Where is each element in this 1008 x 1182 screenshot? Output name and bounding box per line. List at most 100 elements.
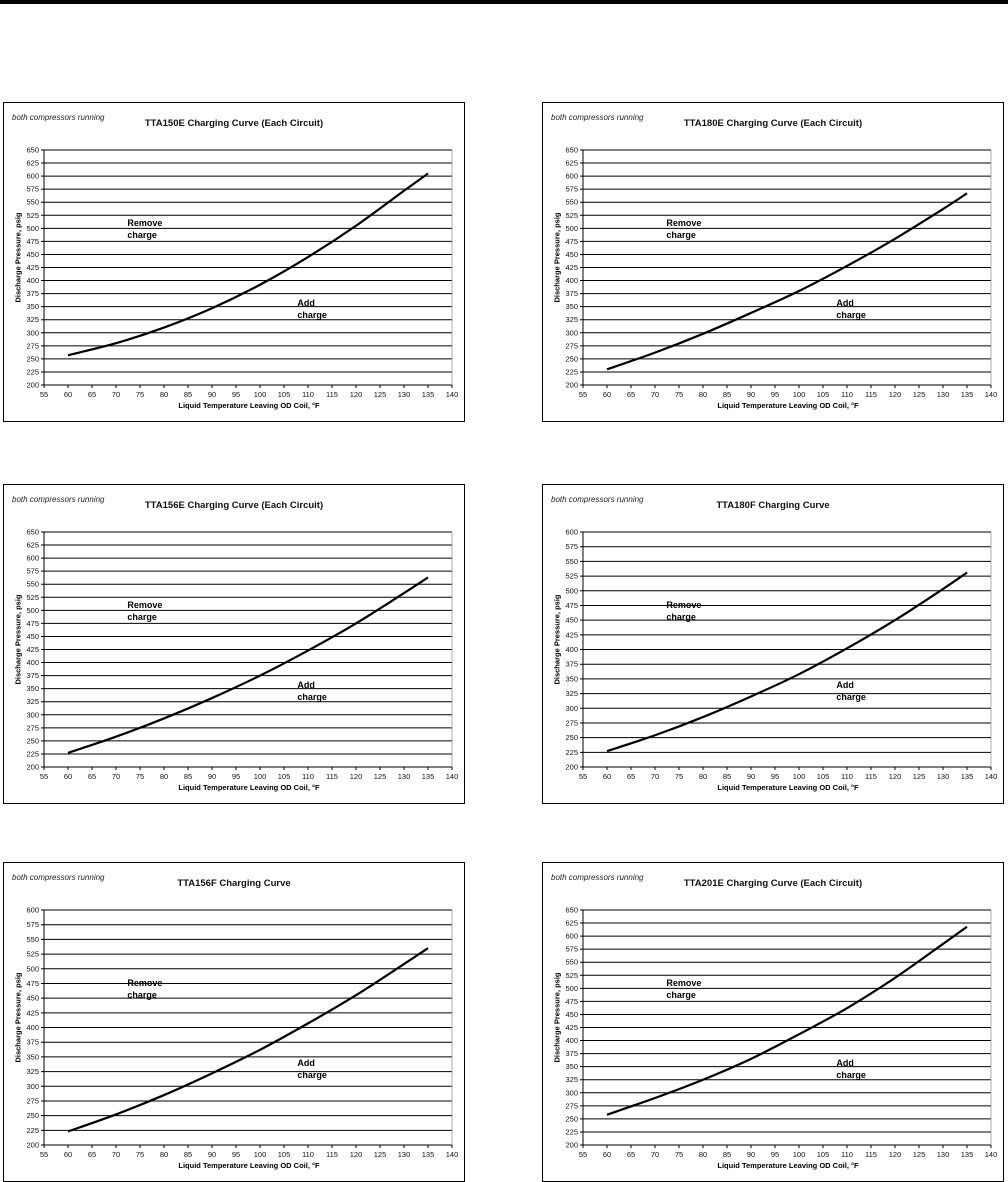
charging-curve bbox=[67, 172, 429, 357]
x-tick-label: 90 bbox=[747, 772, 755, 781]
x-tick-label: 80 bbox=[699, 390, 707, 399]
charging-curve bbox=[606, 571, 968, 753]
x-tick-label: 90 bbox=[208, 772, 216, 781]
x-tick-label: 110 bbox=[841, 1150, 853, 1159]
charging-curve bbox=[606, 192, 968, 371]
x-tick-label: 140 bbox=[446, 390, 459, 399]
y-tick-label: 625 bbox=[26, 159, 39, 168]
y-tick-label: 525 bbox=[565, 971, 578, 980]
x-tick-label: 115 bbox=[326, 1150, 338, 1159]
x-tick-label: 110 bbox=[302, 390, 314, 399]
annotation-line: charge bbox=[297, 692, 327, 702]
x-tick-label: 125 bbox=[913, 390, 926, 399]
plot-area: 200 225 250 275 300 325 350 375 400 425 450 475 500 5… bbox=[565, 146, 998, 400]
y-tick-label: 325 bbox=[26, 697, 39, 706]
x-tick-label: 95 bbox=[232, 1150, 240, 1159]
y-tick-label: 600 bbox=[565, 528, 578, 537]
y-tick-label: 275 bbox=[565, 341, 578, 350]
y-tick-label: 625 bbox=[26, 541, 39, 550]
y-tick-label: 400 bbox=[565, 1036, 578, 1045]
x-tick-label: 140 bbox=[985, 390, 998, 399]
x-tick-label: 55 bbox=[579, 772, 587, 781]
x-tick-label: 60 bbox=[603, 1150, 611, 1159]
x-tick-label: 85 bbox=[723, 772, 731, 781]
x-tick-label: 100 bbox=[254, 1150, 267, 1159]
x-axis-label: Liquid Temperature Leaving OD Coil, °F bbox=[178, 1161, 320, 1170]
x-tick-label: 90 bbox=[747, 390, 755, 399]
y-tick-label: 425 bbox=[565, 1023, 578, 1032]
chart-tta180e: both compressors running TTA180E Charging… bbox=[542, 102, 1004, 422]
x-tick-label: 100 bbox=[793, 772, 806, 781]
x-tick-label: 80 bbox=[699, 772, 707, 781]
x-axis-label: Liquid Temperature Leaving OD Coil, °F bbox=[717, 401, 859, 410]
y-tick-label: 450 bbox=[26, 250, 39, 259]
y-tick-label: 350 bbox=[26, 302, 39, 311]
chart-tta180f: both compressors running TTA180F Charging… bbox=[542, 484, 1004, 804]
y-tick-label: 575 bbox=[565, 185, 578, 194]
y-tick-label: 350 bbox=[26, 1052, 39, 1061]
x-tick-label: 65 bbox=[627, 772, 635, 781]
annotation-line: Add bbox=[297, 298, 315, 308]
y-tick-label: 200 bbox=[565, 381, 578, 390]
x-tick-label: 90 bbox=[747, 1150, 755, 1159]
y-tick-label: 475 bbox=[26, 237, 39, 246]
x-axis-label: Liquid Temperature Leaving OD Coil, °F bbox=[178, 783, 320, 792]
y-tick-label: 300 bbox=[26, 1082, 39, 1091]
x-tick-label: 115 bbox=[865, 390, 877, 399]
x-tick-label: 75 bbox=[136, 390, 144, 399]
y-tick-label: 600 bbox=[26, 554, 39, 563]
x-tick-label: 115 bbox=[865, 772, 877, 781]
y-tick-label: 300 bbox=[565, 328, 578, 337]
x-tick-label: 100 bbox=[254, 390, 267, 399]
y-tick-label: 475 bbox=[565, 997, 578, 1006]
x-tick-label: 60 bbox=[64, 390, 72, 399]
annotation-line: charge bbox=[836, 1070, 866, 1080]
annotation-line: Remove bbox=[666, 218, 702, 228]
x-tick-label: 65 bbox=[627, 1150, 635, 1159]
x-tick-label: 70 bbox=[651, 1150, 659, 1159]
y-tick-label: 225 bbox=[26, 367, 39, 376]
x-tick-label: 60 bbox=[603, 772, 611, 781]
x-tick-label: 140 bbox=[446, 1150, 459, 1159]
chart-title: TTA156F Charging Curve bbox=[177, 878, 291, 889]
x-tick-label: 65 bbox=[88, 772, 96, 781]
y-tick-label: 400 bbox=[26, 1023, 39, 1032]
x-tick-label: 120 bbox=[889, 390, 902, 399]
y-tick-label: 250 bbox=[565, 1114, 578, 1123]
x-tick-label: 135 bbox=[422, 390, 435, 399]
y-tick-label: 250 bbox=[26, 1111, 39, 1120]
x-tick-label: 70 bbox=[112, 1150, 120, 1159]
x-tick-label: 60 bbox=[64, 1150, 72, 1159]
annotation-line: charge bbox=[127, 990, 157, 1000]
y-tick-label: 275 bbox=[565, 1101, 578, 1110]
y-tick-label: 200 bbox=[26, 1141, 39, 1150]
y-tick-label: 525 bbox=[26, 593, 39, 602]
x-tick-label: 115 bbox=[326, 390, 338, 399]
x-axis-label: Liquid Temperature Leaving OD Coil, °F bbox=[717, 1161, 859, 1170]
y-tick-label: 650 bbox=[26, 146, 39, 155]
chart-title: TTA201E Charging Curve (Each Circuit) bbox=[683, 878, 863, 889]
y-tick-label: 350 bbox=[565, 302, 578, 311]
y-tick-label: 525 bbox=[26, 950, 39, 959]
x-tick-label: 80 bbox=[160, 1150, 168, 1159]
x-tick-label: 65 bbox=[627, 390, 635, 399]
y-tick-label: 250 bbox=[565, 733, 578, 742]
x-tick-label: 115 bbox=[326, 772, 338, 781]
add-charge-label: Add charge bbox=[836, 679, 866, 703]
annotation-line: charge bbox=[127, 230, 157, 240]
x-tick-label: 110 bbox=[302, 1150, 314, 1159]
remove-charge-label: Remove charge bbox=[666, 599, 701, 623]
add-charge-label: Add charge bbox=[297, 1057, 327, 1081]
y-tick-label: 250 bbox=[26, 736, 39, 745]
y-tick-label: 275 bbox=[26, 1096, 39, 1105]
y-tick-label: 275 bbox=[565, 718, 578, 727]
chart-title: TTA180F Charging Curve bbox=[716, 500, 830, 511]
y-tick-label: 475 bbox=[565, 237, 578, 246]
x-tick-label: 135 bbox=[961, 390, 974, 399]
annotation-line: Remove bbox=[666, 978, 702, 988]
y-tick-label: 375 bbox=[26, 671, 39, 680]
x-tick-label: 85 bbox=[723, 1150, 731, 1159]
x-tick-label: 100 bbox=[793, 1150, 806, 1159]
x-tick-label: 95 bbox=[771, 1150, 779, 1159]
y-tick-label: 500 bbox=[26, 964, 39, 973]
